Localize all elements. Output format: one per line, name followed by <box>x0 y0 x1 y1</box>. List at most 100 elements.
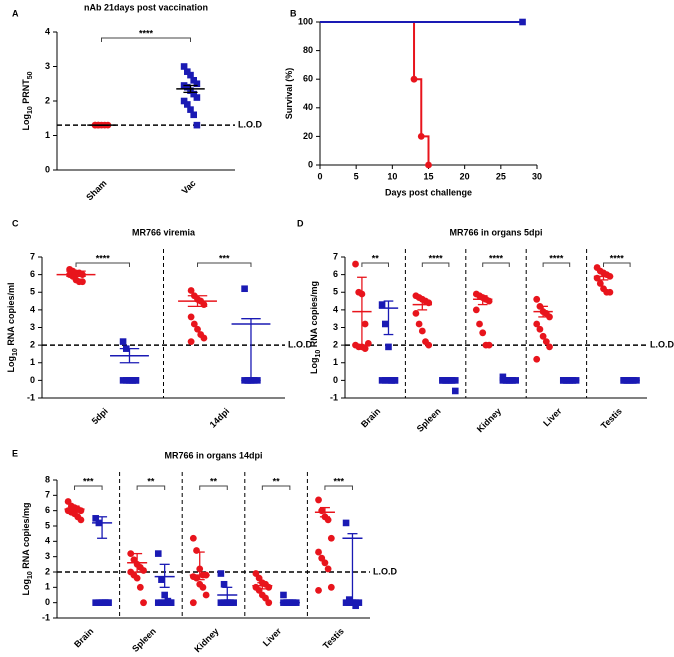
data-point <box>546 313 553 321</box>
data-point <box>542 338 550 345</box>
data-point <box>327 583 335 591</box>
y-tick-label: 20 <box>303 131 313 141</box>
x-tick-label: 0 <box>317 171 322 181</box>
data-point <box>199 583 207 591</box>
x-tick-label: Testis <box>321 626 346 651</box>
y-tick-label: 1 <box>333 357 338 367</box>
data-point <box>132 377 140 384</box>
data-point <box>536 325 544 333</box>
y-tick-label: 6 <box>30 269 35 279</box>
data-point <box>418 327 426 335</box>
data-point <box>499 373 507 381</box>
data-point <box>324 516 332 524</box>
significance-label: **** <box>429 253 444 263</box>
significance-label: ** <box>273 476 281 486</box>
x-tick-label: 15 <box>423 171 433 181</box>
panel-label: B <box>290 8 297 18</box>
significance-label: *** <box>333 476 344 486</box>
data-point <box>391 377 399 384</box>
data-point <box>133 574 141 582</box>
y-tick-label: 40 <box>303 102 313 112</box>
x-tick-label: Liver <box>261 626 284 649</box>
y-axis-label-part: Log <box>21 579 31 596</box>
data-point <box>476 320 483 328</box>
data-point <box>92 515 99 522</box>
significance-bracket <box>421 262 450 267</box>
y-tick-label: 2 <box>333 340 338 350</box>
significance-label: *** <box>83 476 94 486</box>
data-point <box>184 83 191 91</box>
data-point <box>161 591 168 599</box>
data-point <box>425 161 432 169</box>
data-point <box>187 338 195 345</box>
data-point <box>519 18 526 26</box>
significance-label: **** <box>610 253 625 263</box>
data-point <box>220 580 228 588</box>
data-point <box>180 63 188 70</box>
y-axis-label-part: 10 <box>27 106 34 114</box>
data-point <box>189 599 197 607</box>
y-tick-label: 6 <box>333 269 338 279</box>
data-point <box>606 288 614 296</box>
significance-label: **** <box>549 253 564 263</box>
significance-label: ** <box>147 476 155 486</box>
significance-label: ** <box>372 253 380 263</box>
x-tick-label: Spleen <box>130 626 158 654</box>
y-tick-label: -1 <box>27 392 35 402</box>
y-tick-label: 8 <box>45 474 50 484</box>
lod-label: L.O.D <box>288 340 312 350</box>
data-point <box>280 591 287 599</box>
data-point <box>324 565 332 573</box>
data-point <box>378 301 386 308</box>
data-point <box>190 90 197 98</box>
y-tick-label: 1 <box>45 130 50 140</box>
data-point <box>217 570 225 577</box>
y-tick-label: 3 <box>45 61 50 71</box>
y-tick-label: 0 <box>45 164 50 174</box>
y-axis-label-part: 50 <box>27 71 34 79</box>
data-point <box>190 111 197 119</box>
data-point <box>180 97 188 105</box>
x-tick-label: Kidney <box>192 626 220 654</box>
data-point <box>193 80 201 88</box>
significance-bracket <box>136 485 166 490</box>
x-tick-label: Spleen <box>415 406 443 434</box>
data-point <box>193 547 200 554</box>
significance-bracket <box>261 485 291 490</box>
data-point <box>190 320 198 328</box>
y-tick-label: 80 <box>303 45 313 55</box>
y-tick-label: 100 <box>298 16 313 26</box>
significance-label: **** <box>489 253 504 263</box>
significance-bracket <box>75 262 130 267</box>
data-point <box>158 576 165 583</box>
y-tick-label: 0 <box>30 375 35 385</box>
y-axis-label-part: PRNT <box>21 79 31 107</box>
y-tick-label: 4 <box>30 304 35 314</box>
data-point <box>190 77 197 84</box>
y-axis-label: Log10 RNA copies/mg <box>309 281 322 374</box>
y-tick-label: 5 <box>30 287 35 297</box>
panel-label: A <box>12 8 19 18</box>
data-point <box>352 260 359 268</box>
y-tick-label: 6 <box>45 505 50 515</box>
significance-label: **** <box>139 28 154 38</box>
data-point <box>184 101 191 108</box>
x-tick-label: Testis <box>599 406 624 431</box>
y-tick-label: 3 <box>333 322 338 332</box>
data-point <box>412 310 420 317</box>
y-tick-label: 1 <box>45 582 50 592</box>
data-point <box>167 599 175 606</box>
x-tick-label: Kidney <box>475 406 503 434</box>
data-point <box>194 325 201 333</box>
data-point <box>539 332 547 340</box>
x-tick-label: Brain <box>359 406 382 429</box>
data-point <box>472 306 480 314</box>
x-tick-label: Sham <box>84 178 108 202</box>
y-tick-label: 0 <box>308 159 313 169</box>
y-tick-label: 1 <box>30 357 35 367</box>
data-point <box>417 133 425 140</box>
data-point <box>154 550 162 557</box>
data-point <box>479 329 487 337</box>
data-point <box>187 287 195 294</box>
